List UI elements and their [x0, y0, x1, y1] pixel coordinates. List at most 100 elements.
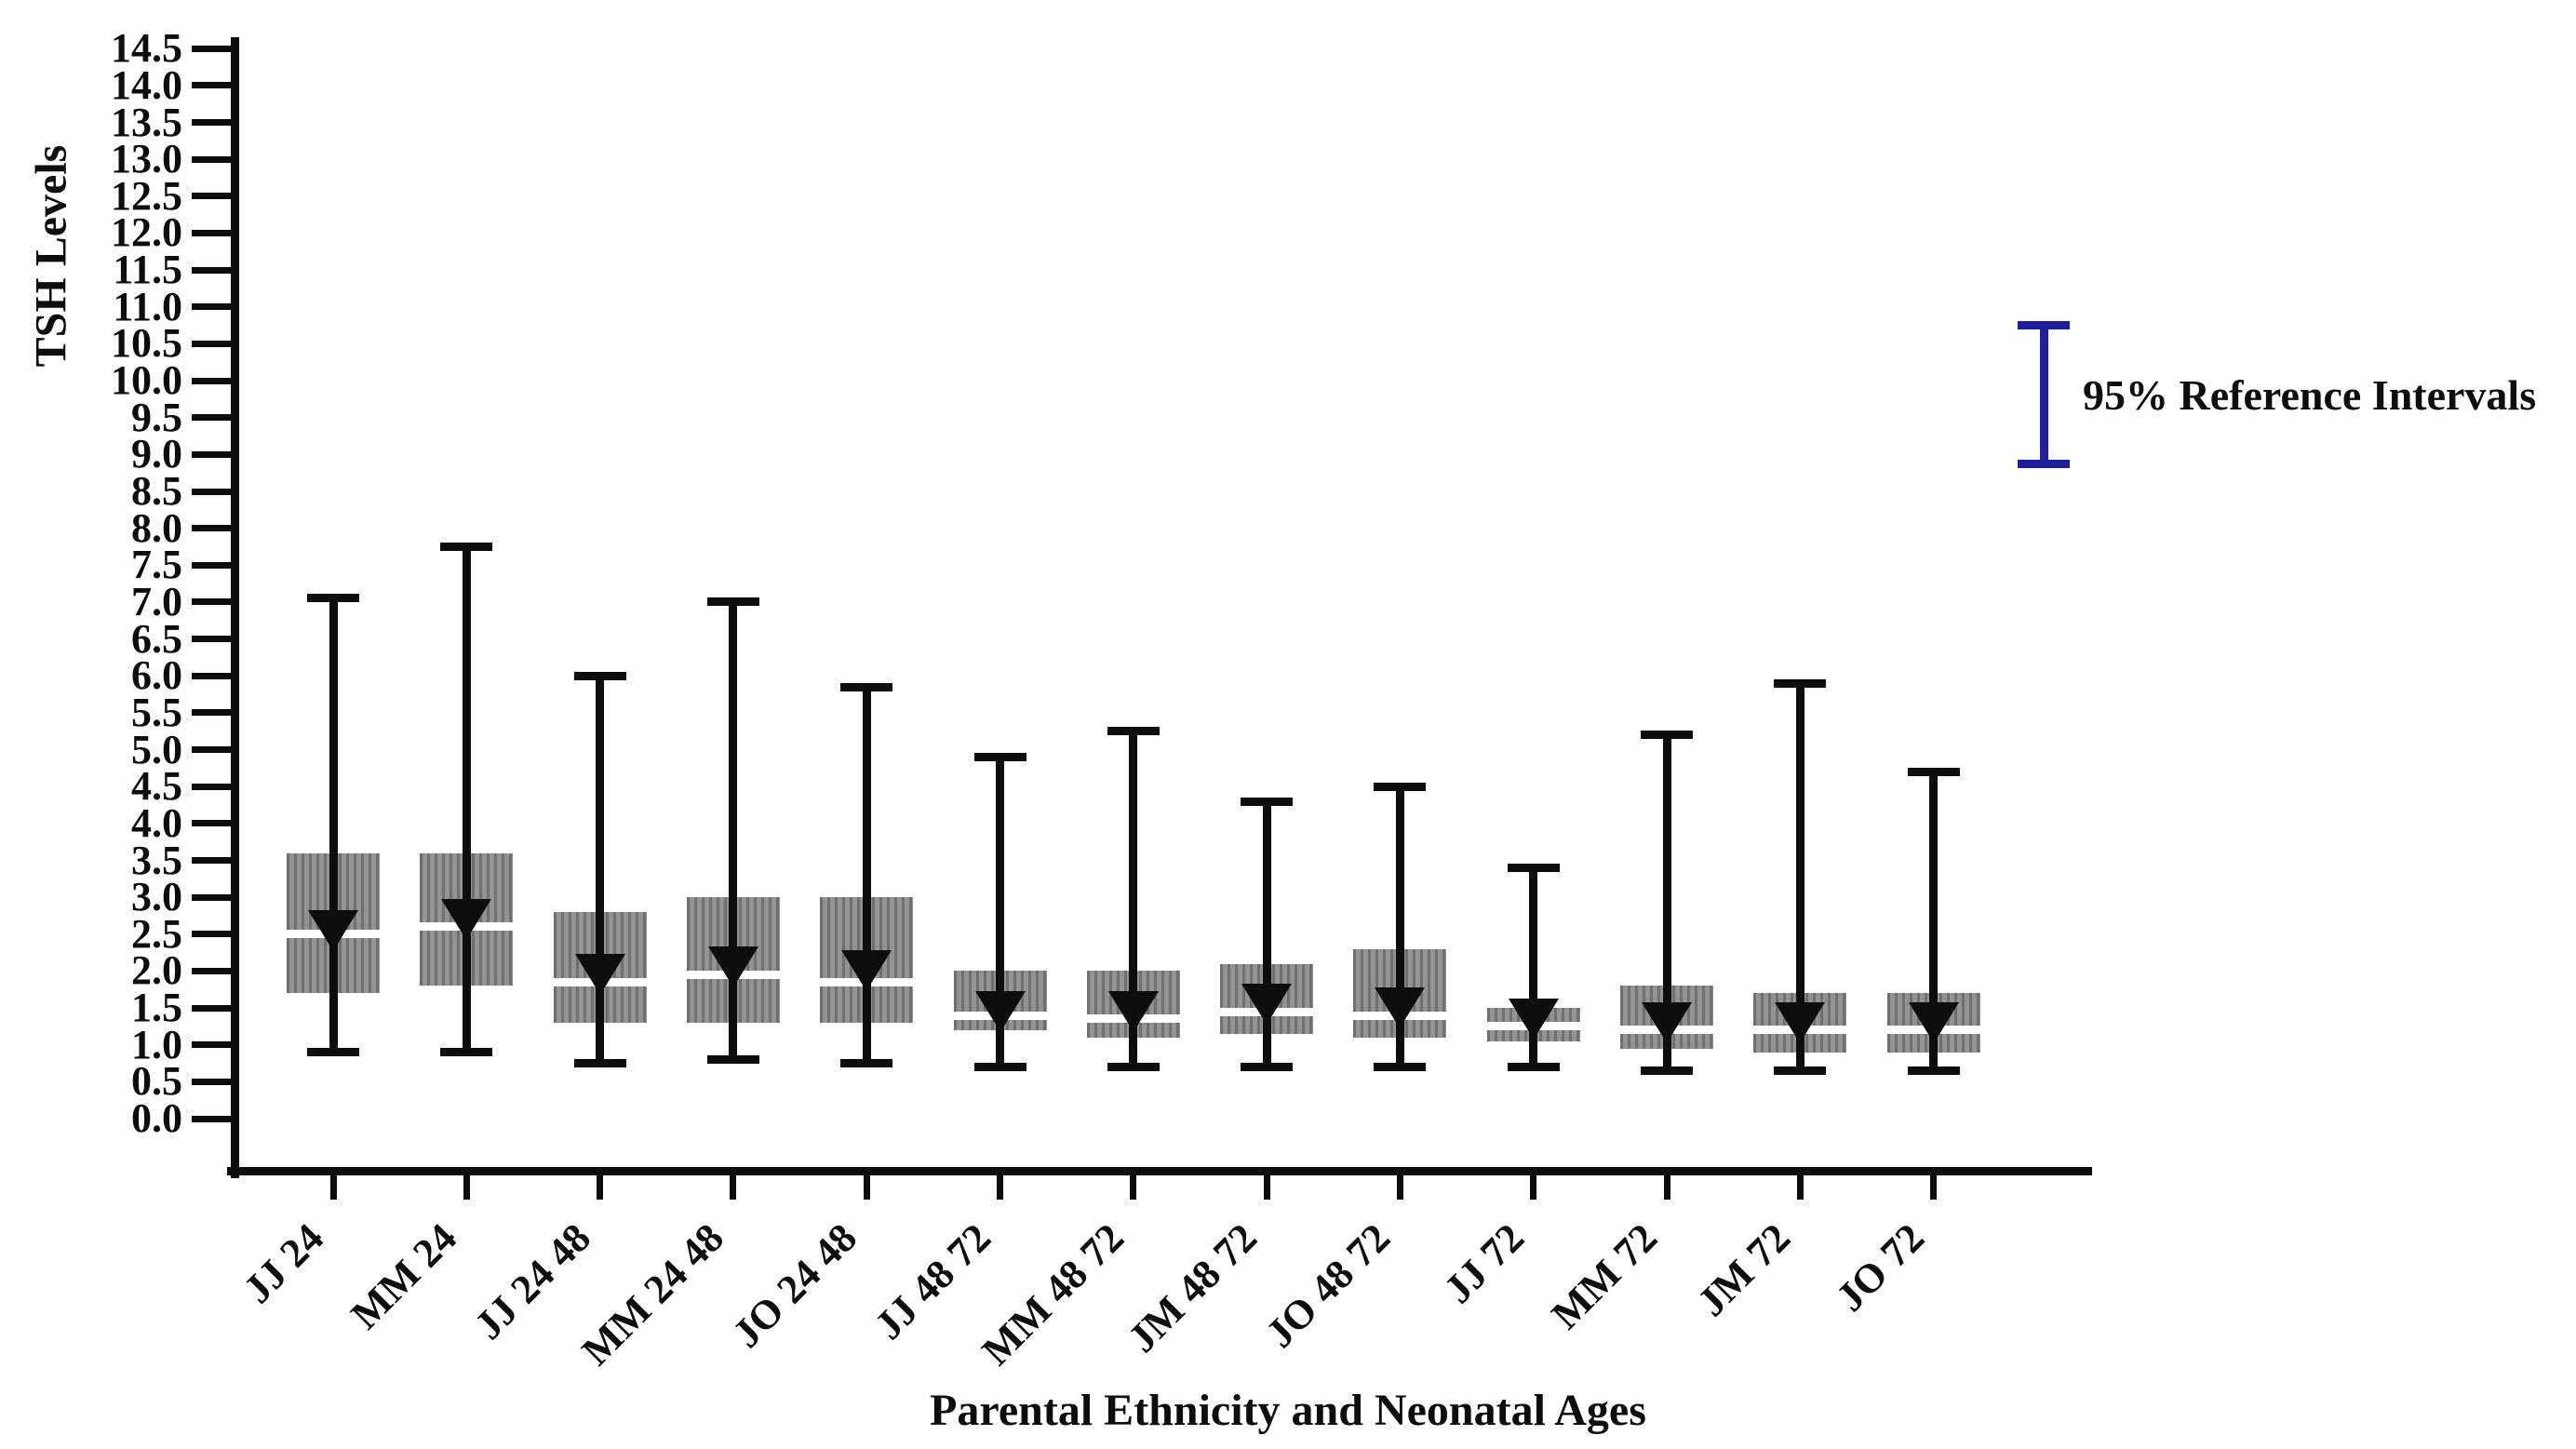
- y-tick-label: 14.5: [111, 25, 182, 72]
- whisker-bottom-cap: [973, 1063, 1026, 1071]
- whisker-bottom-cap: [573, 1059, 626, 1067]
- mean-marker-triangle-icon: [1642, 1001, 1692, 1043]
- y-tick: [192, 340, 235, 347]
- y-tick-label: 3.0: [131, 874, 182, 920]
- whisker-line: [1129, 731, 1138, 1067]
- x-tick: [863, 1175, 870, 1200]
- y-tick-label: 2.5: [131, 910, 182, 957]
- y-tick: [192, 1041, 235, 1049]
- y-tick: [192, 931, 235, 938]
- whisker-top-cap: [573, 671, 626, 680]
- y-tick: [192, 709, 235, 717]
- y-tick: [192, 450, 235, 458]
- y-tick-label: 11.5: [113, 247, 182, 293]
- x-tick: [1130, 1175, 1137, 1200]
- y-tick: [192, 45, 235, 52]
- y-tick: [192, 783, 235, 790]
- y-tick-label: 13.5: [111, 99, 182, 145]
- whisker-top-cap: [840, 682, 893, 691]
- y-tick-label: 9.0: [131, 431, 182, 477]
- legend-label: 95% Reference Intervals: [2083, 371, 2537, 419]
- y-tick: [192, 488, 235, 495]
- y-tick-label: 3.5: [131, 837, 182, 883]
- whisker-top-cap: [1641, 731, 1693, 740]
- y-tick-label: 4.0: [131, 799, 182, 846]
- y-tick: [192, 1115, 235, 1122]
- y-tick-label: 1.0: [131, 1021, 182, 1067]
- whisker-line: [1529, 867, 1538, 1067]
- mean-marker-triangle-icon: [1508, 998, 1559, 1040]
- whisker-line: [862, 687, 871, 1064]
- whisker-line: [596, 676, 605, 1064]
- y-tick-label: 5.5: [131, 689, 182, 735]
- legend-interval-bottom-cap: [2018, 460, 2070, 468]
- y-tick: [192, 303, 235, 311]
- whisker-line: [1929, 771, 1939, 1071]
- whisker-bottom-cap: [1241, 1063, 1294, 1071]
- y-tick-label: 0.5: [131, 1058, 182, 1105]
- y-tick: [192, 377, 235, 384]
- x-tick: [1796, 1175, 1804, 1200]
- x-tick: [730, 1175, 737, 1200]
- mean-marker-triangle-icon: [1241, 984, 1293, 1026]
- x-tick: [1930, 1175, 1938, 1200]
- whisker-top-cap: [706, 597, 759, 607]
- y-tick-label: 6.5: [131, 615, 182, 662]
- whisker-line: [1395, 786, 1404, 1067]
- y-tick: [192, 746, 235, 753]
- x-tick: [1530, 1175, 1537, 1200]
- y-tick-label: 0.0: [131, 1095, 182, 1141]
- whisker-bottom-cap: [1907, 1067, 1960, 1075]
- y-tick: [192, 1004, 235, 1012]
- y-tick: [192, 820, 235, 827]
- whisker-bottom-cap: [1374, 1063, 1427, 1071]
- mean-marker-triangle-icon: [441, 898, 492, 940]
- y-tick: [192, 414, 235, 422]
- whisker-top-cap: [973, 752, 1026, 761]
- mean-marker-triangle-icon: [707, 946, 758, 988]
- whisker-line: [1662, 734, 1671, 1071]
- whisker-bottom-cap: [1107, 1063, 1160, 1071]
- y-tick-label: 1.5: [131, 985, 182, 1030]
- y-tick-label: 10.5: [111, 320, 182, 367]
- x-tick: [1263, 1175, 1270, 1200]
- x-tick: [597, 1175, 604, 1200]
- whisker-top-cap: [1774, 678, 1827, 688]
- x-axis-title: Parental Ethnicity and Neonatal Ages: [930, 1386, 1646, 1435]
- whisker-bottom-cap: [1774, 1067, 1827, 1075]
- y-tick-label: 6.0: [131, 652, 182, 699]
- y-tick-label: 12.0: [111, 209, 182, 256]
- mean-marker-triangle-icon: [1775, 1001, 1826, 1043]
- mean-marker-triangle-icon: [974, 991, 1026, 1032]
- whisker-line: [1262, 801, 1271, 1067]
- y-tick-label: 8.5: [131, 468, 182, 514]
- y-tick: [192, 893, 235, 901]
- legend-interval-bar: [2040, 321, 2048, 468]
- y-tick: [192, 525, 235, 532]
- y-tick: [192, 672, 235, 679]
- y-tick: [192, 967, 235, 974]
- whisker-bottom-cap: [307, 1048, 359, 1057]
- y-tick-label: 10.0: [111, 357, 182, 403]
- y-axis-line: [231, 37, 239, 1178]
- mean-marker-triangle-icon: [574, 954, 625, 996]
- y-tick-label: 12.5: [111, 172, 182, 219]
- mean-marker-triangle-icon: [1908, 1001, 1959, 1043]
- y-tick-label: 14.0: [111, 61, 182, 108]
- x-tick: [1663, 1175, 1670, 1200]
- x-axis-line: [227, 1167, 2092, 1175]
- y-tick: [192, 82, 235, 89]
- y-tick-label: 5.0: [131, 726, 182, 772]
- y-tick-label: 9.5: [131, 394, 182, 440]
- x-tick: [463, 1175, 470, 1200]
- mean-marker-triangle-icon: [1375, 987, 1426, 1028]
- x-tick: [329, 1175, 337, 1200]
- whisker-top-cap: [1374, 782, 1427, 791]
- whisker-bottom-cap: [1507, 1063, 1560, 1071]
- y-tick-label: 13.0: [111, 136, 182, 182]
- y-tick-label: 8.0: [131, 504, 182, 551]
- y-tick-label: 7.0: [131, 578, 182, 624]
- whisker-top-cap: [440, 542, 493, 551]
- whisker-line: [1795, 683, 1805, 1071]
